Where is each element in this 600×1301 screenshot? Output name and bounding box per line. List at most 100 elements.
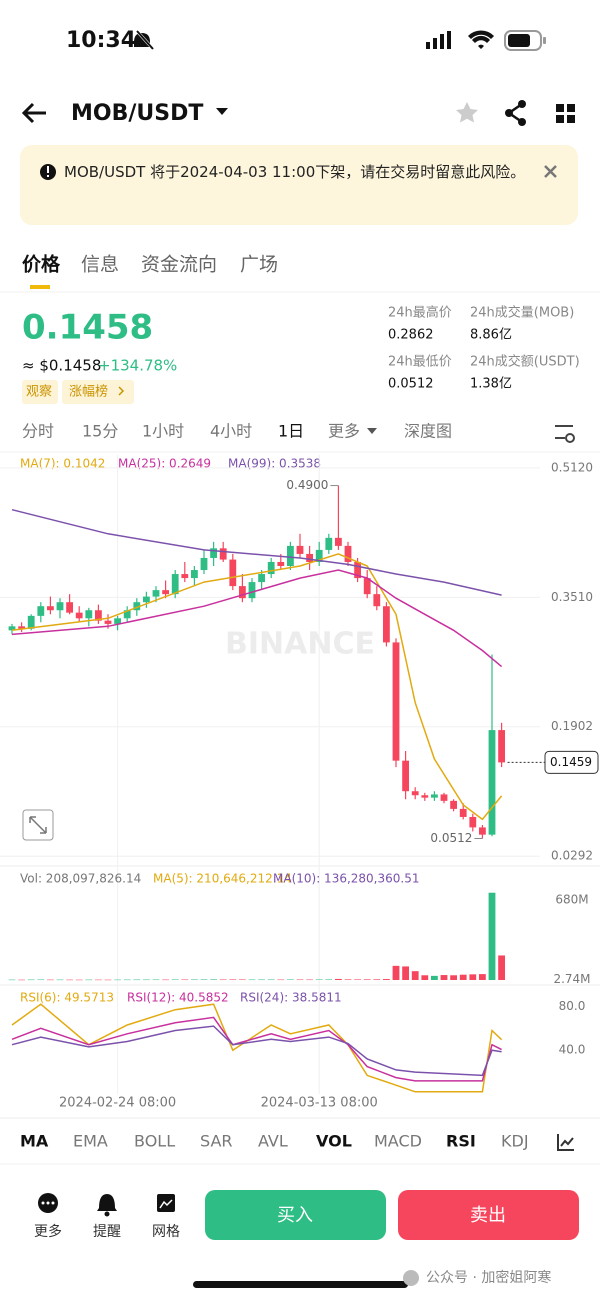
candle-body	[306, 553, 313, 562]
action-label[interactable]: 网格	[152, 1224, 180, 1240]
legend: Vol: 208,097,826.14	[20, 872, 141, 886]
indicator[interactable]: KDJ	[501, 1132, 529, 1151]
volume-bar	[296, 979, 304, 981]
volume-bar	[402, 966, 409, 980]
volume-bar	[27, 979, 35, 981]
tag-text[interactable]: 观察	[26, 385, 52, 400]
candle-body	[392, 642, 400, 761]
candle-body	[488, 730, 496, 835]
interval[interactable]: 深度图	[404, 422, 452, 441]
candle-body	[335, 537, 342, 546]
interval[interactable]: 更多	[328, 422, 360, 441]
legend: MA(5): 210,646,212.14	[153, 872, 292, 886]
volume-bar	[210, 979, 217, 980]
candle-body	[114, 618, 121, 624]
clock: 10:34	[66, 28, 136, 53]
candle-body	[66, 602, 73, 613]
volume-bar	[335, 978, 342, 980]
tab[interactable]: 信息	[81, 254, 119, 276]
candle-body	[219, 548, 227, 560]
indicator[interactable]: BOLL	[134, 1132, 175, 1151]
volume-bar	[37, 979, 45, 981]
header-icons[interactable]	[21, 100, 575, 126]
tag[interactable]	[62, 380, 134, 404]
y-tick-label: 2.74M	[553, 972, 590, 986]
indicator[interactable]: AVL	[258, 1132, 288, 1151]
candle-body	[402, 760, 409, 792]
dropdown-icon	[367, 428, 377, 434]
candle-body	[411, 791, 419, 796]
indicator[interactable]: MA	[20, 1132, 49, 1151]
volume-bar	[47, 979, 54, 981]
candle-body	[267, 561, 275, 575]
candle-body	[18, 626, 25, 629]
candle-body	[47, 606, 54, 611]
candle-body	[248, 582, 256, 599]
volume-bar	[258, 979, 265, 981]
usd-price: ≈ $0.1458	[22, 357, 101, 375]
candle-body	[229, 559, 237, 587]
tag-text[interactable]: 涨幅榜	[69, 384, 108, 400]
notice-icon	[47, 166, 49, 173]
interval[interactable]: 15分	[82, 422, 118, 441]
action-icons[interactable]	[38, 1193, 175, 1217]
interval[interactable]: 1小时	[142, 422, 184, 441]
chart-tool-icon[interactable]	[557, 1134, 574, 1151]
action-label[interactable]: 提醒	[93, 1224, 121, 1240]
volume-bar	[383, 979, 390, 980]
x-tick-label: 2024-03-13 08:00	[261, 1096, 378, 1111]
stat-label: 24h成交量(MOB)	[470, 305, 574, 321]
candle-body	[56, 602, 64, 611]
tab[interactable]: 价格	[22, 253, 61, 276]
candle-body	[104, 620, 112, 624]
legend: MA(10): 136,280,360.51	[273, 872, 419, 886]
volume-bar	[143, 979, 150, 981]
annotation: 0.0512	[430, 831, 472, 845]
pair-title[interactable]: MOB/USDT	[71, 101, 203, 126]
interval[interactable]: 1日	[278, 422, 304, 441]
y-tick-label: 0.3510	[551, 590, 593, 604]
notice-wrap: MOB/USDT 将于2024-04-03 11:00下架，请在交易时留意此风险…	[64, 163, 526, 181]
indicator[interactable]: MACD	[374, 1132, 422, 1151]
sell-button[interactable]	[398, 1190, 579, 1240]
notice-text: MOB/USDT 将于2024-04-03 11:00下架，请在交易时留意此风险…	[64, 163, 526, 181]
notice-icon	[47, 175, 49, 177]
candle-body	[296, 545, 304, 554]
volume-bar	[239, 979, 246, 981]
indicator[interactable]: RSI	[446, 1132, 476, 1151]
volume-bar	[392, 965, 400, 980]
interval[interactable]: 4小时	[210, 422, 252, 441]
tab[interactable]: 广场	[240, 254, 278, 276]
volume-bar	[162, 979, 169, 981]
volume-bar	[66, 979, 73, 981]
tag[interactable]	[22, 380, 58, 404]
indicator[interactable]: SAR	[200, 1132, 233, 1151]
candle-body	[431, 794, 438, 798]
change: +134.78%	[98, 357, 177, 375]
footer-icon	[403, 1270, 419, 1286]
legend: RSI(12): 40.5852	[127, 991, 229, 1005]
volume-bar	[277, 979, 285, 981]
volume-bar	[248, 979, 256, 981]
sell-label[interactable]: 卖出	[470, 1205, 506, 1226]
candle-body	[143, 596, 150, 603]
price-label: 0.1459	[550, 755, 592, 769]
close-icon[interactable]	[544, 165, 557, 178]
candle-body	[421, 795, 429, 798]
indicator[interactable]: VOL	[316, 1132, 352, 1151]
settings-icon[interactable]	[555, 425, 575, 443]
action-label[interactable]: 更多	[34, 1223, 62, 1240]
indicator[interactable]: EMA	[73, 1132, 108, 1151]
tab[interactable]: 资金流向	[141, 254, 217, 276]
indicator-line	[11, 1025, 502, 1077]
x-tick-label: 2024-02-24 08:00	[59, 1096, 176, 1111]
volume-bar	[287, 979, 294, 980]
interval[interactable]: 分时	[22, 422, 54, 441]
y-tick-label: 40.0	[559, 1043, 586, 1057]
buy-button[interactable]	[205, 1190, 386, 1240]
volume-bar	[411, 971, 419, 980]
buy-label[interactable]: 买入	[277, 1205, 313, 1226]
stat-value: 1.38亿	[470, 377, 512, 392]
volume-bar	[479, 974, 486, 980]
candle-body	[440, 794, 448, 801]
